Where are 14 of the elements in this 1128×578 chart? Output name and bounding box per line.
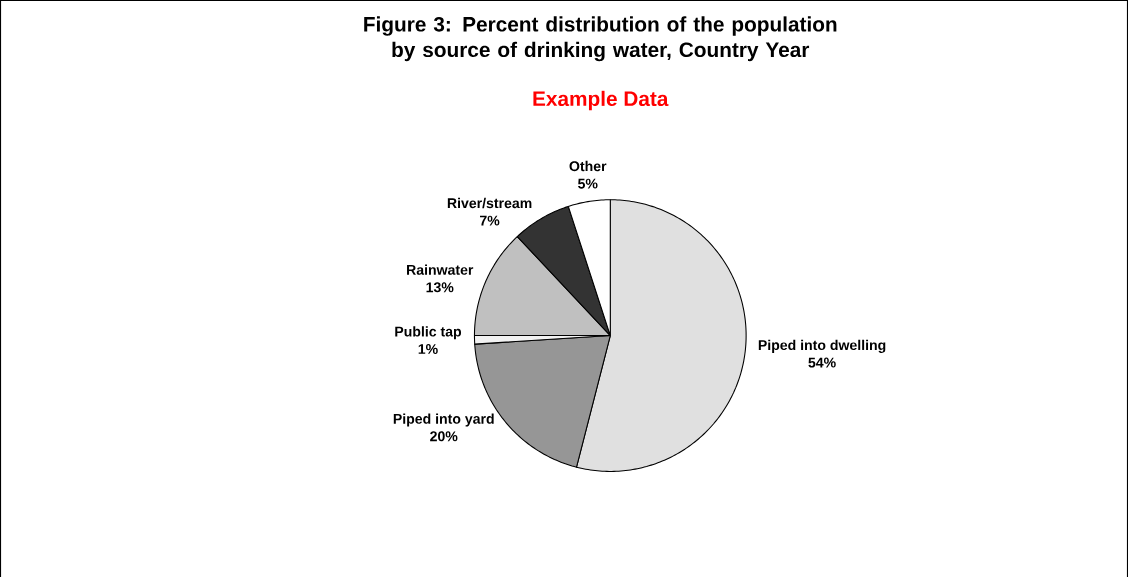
data-label: 13% bbox=[426, 282, 454, 293]
slice-label: Piped into yard bbox=[393, 413, 494, 427]
data-label: 20% bbox=[430, 431, 458, 442]
data-label: 7% bbox=[480, 215, 500, 226]
chart-subtitle: Example Data bbox=[533, 90, 669, 111]
chart-title: Figure 3: Percent distribution of the population by source of drinking water, Country Year bbox=[364, 16, 837, 62]
data-label: 5% bbox=[578, 178, 598, 189]
slice-label: Public tap bbox=[395, 326, 462, 340]
slice-label: Piped into dwelling bbox=[758, 339, 886, 354]
slice-label: Rainwater bbox=[407, 264, 474, 276]
data-label: 54% bbox=[808, 357, 836, 368]
data-label: 1% bbox=[418, 344, 438, 355]
slice-label: River/stream bbox=[447, 197, 532, 209]
slice-label: Other bbox=[569, 161, 607, 172]
